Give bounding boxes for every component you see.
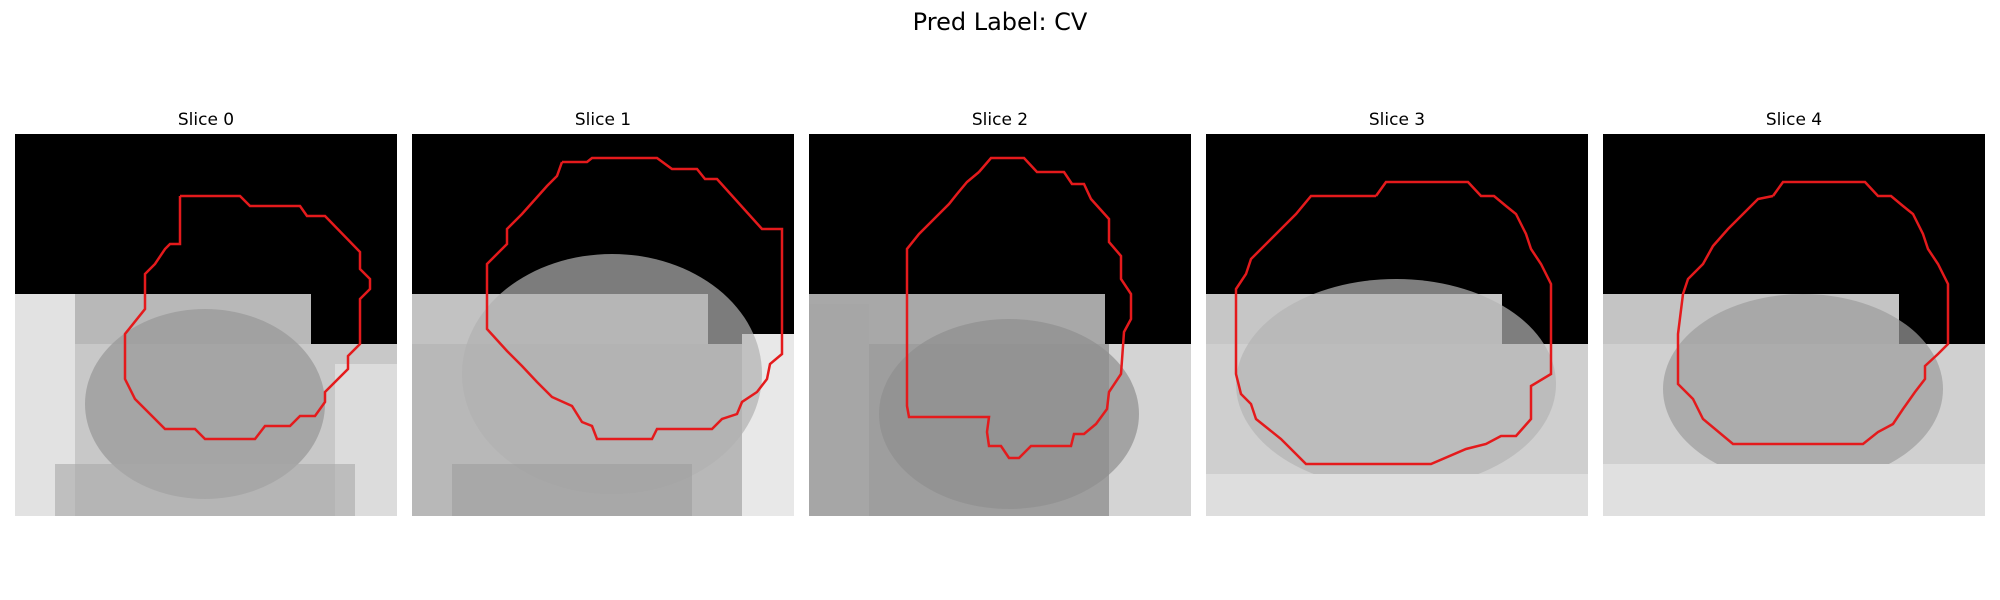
slice-title: Slice 4 <box>1765 110 1823 130</box>
contour-line <box>1234 180 1553 466</box>
contour-line <box>1676 180 1950 446</box>
slice-title: Slice 0 <box>177 110 235 130</box>
contour-line <box>905 156 1133 460</box>
slice-panel-1: Slice 1 <box>412 110 794 516</box>
slice-image <box>1206 134 1588 516</box>
slice-title: Slice 3 <box>1368 110 1426 130</box>
slice-image <box>1603 134 1985 516</box>
slice-panel-4: Slice 4 <box>1603 110 1985 516</box>
slice-title: Slice 1 <box>574 110 632 130</box>
slice-image <box>15 134 397 516</box>
slice-title: Slice 2 <box>971 110 1029 130</box>
slice-image <box>809 134 1191 516</box>
figure-title: Pred Label: CV <box>912 8 1088 36</box>
slice-panel-0: Slice 0 <box>15 110 397 516</box>
slice-panel-3: Slice 3 <box>1206 110 1588 516</box>
contour-line <box>485 156 784 441</box>
contour-line <box>123 194 372 441</box>
slice-panel-2: Slice 2 <box>809 110 1191 516</box>
slice-image <box>412 134 794 516</box>
